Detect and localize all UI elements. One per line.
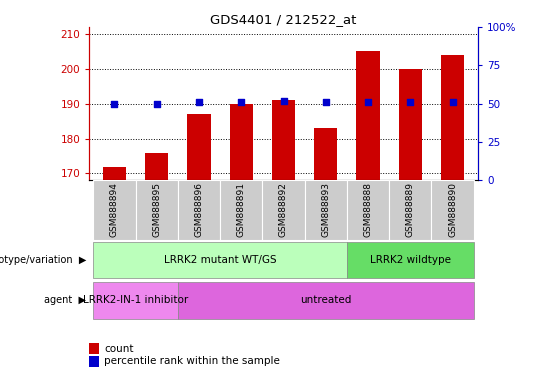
Bar	[178, 282, 474, 319]
Bar	[93, 282, 178, 319]
Text: LRRK2-IN-1 inhibitor: LRRK2-IN-1 inhibitor	[83, 295, 188, 306]
Bar	[347, 242, 474, 278]
Text: GSM888896: GSM888896	[194, 182, 204, 237]
Point	[279, 98, 288, 104]
Point	[364, 99, 373, 105]
Bar	[93, 180, 136, 240]
Bar	[136, 180, 178, 240]
Text: GSM888888: GSM888888	[363, 182, 373, 237]
Text: GSM888892: GSM888892	[279, 182, 288, 237]
Bar	[305, 180, 347, 240]
Bar	[356, 51, 380, 180]
Point	[406, 99, 415, 105]
Point	[448, 99, 457, 105]
Point	[321, 99, 330, 105]
Text: percentile rank within the sample: percentile rank within the sample	[104, 356, 280, 366]
Text: GSM888891: GSM888891	[237, 182, 246, 237]
Point	[110, 101, 119, 107]
Text: LRRK2 wildtype: LRRK2 wildtype	[370, 255, 451, 265]
Bar	[187, 114, 211, 180]
Text: untreated: untreated	[300, 295, 352, 306]
Title: GDS4401 / 212522_at: GDS4401 / 212522_at	[210, 13, 357, 26]
Bar	[272, 100, 295, 180]
Point	[194, 99, 203, 105]
Bar	[93, 242, 347, 278]
Point	[152, 101, 161, 107]
Text: GSM888894: GSM888894	[110, 182, 119, 237]
Text: LRRK2 mutant WT/GS: LRRK2 mutant WT/GS	[164, 255, 276, 265]
Bar	[347, 180, 389, 240]
Bar	[230, 104, 253, 180]
Bar	[431, 180, 474, 240]
Text: genotype/variation  ▶: genotype/variation ▶	[0, 255, 86, 265]
Bar	[262, 180, 305, 240]
Text: GSM888890: GSM888890	[448, 182, 457, 237]
Bar	[389, 180, 431, 240]
Point	[237, 99, 246, 105]
Bar	[220, 180, 262, 240]
Bar	[145, 152, 168, 180]
Text: count: count	[104, 344, 134, 354]
Bar	[178, 180, 220, 240]
Text: GSM888889: GSM888889	[406, 182, 415, 237]
Bar	[314, 128, 338, 180]
Bar	[399, 69, 422, 180]
Bar	[103, 167, 126, 180]
Bar	[441, 55, 464, 180]
Text: GSM888895: GSM888895	[152, 182, 161, 237]
Text: agent  ▶: agent ▶	[44, 295, 86, 306]
Text: GSM888893: GSM888893	[321, 182, 330, 237]
